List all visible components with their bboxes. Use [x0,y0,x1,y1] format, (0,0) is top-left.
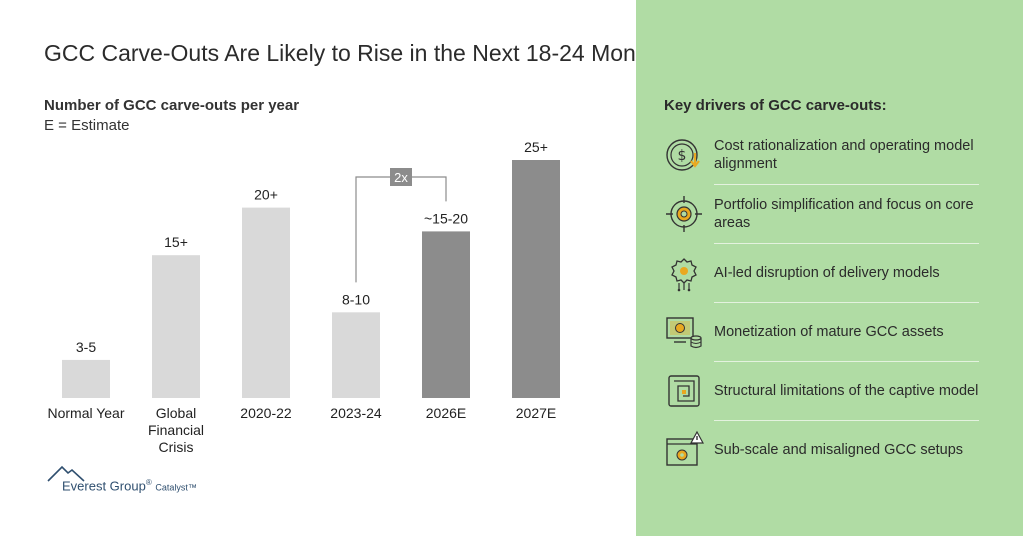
key-drivers-panel: Key drivers of GCC carve-outs: $ Cost ra… [636,0,1023,536]
driver-item: Sub-scale and misaligned GCC setups [664,421,982,479]
bar-value-label: 25+ [524,139,548,155]
growth-badge [390,168,412,186]
driver-item: Portfolio simplification and focus on co… [664,185,982,243]
category-label: Global Financial Crisis [148,405,204,455]
bar [242,207,290,398]
drivers-title: Key drivers of GCC carve-outs: [664,97,887,114]
logo-text: Everest Group® Catalyst™ [62,478,197,493]
driver-item: Monetization of mature GCC assets [664,303,982,361]
bar-value-label: 15+ [164,234,188,250]
bar-value-label: 3-5 [76,339,96,355]
bar [332,312,380,398]
maze-icon [668,375,700,407]
category-label: 2026E [426,405,466,421]
everest-group-logo: Everest Group® Catalyst™ [46,463,246,493]
bar-chart: 3-5 Normal Year 15+ Global Financial Crisis 20… [47,139,560,455]
bar [422,231,470,398]
bar-value-label: ~15-20 [424,210,468,226]
bar-value-label: 20+ [254,187,278,203]
svg-text:$: $ [678,148,687,164]
dollar-coin-down-arrow-icon: $ [666,139,700,171]
driver-label: Sub-scale and misaligned GCC setups [714,442,964,458]
browser-warning-gear-icon [666,430,704,466]
driver-label: Portfolio simplification and focus on co… [714,197,974,231]
monitor-coins-icon [666,317,702,349]
driver-item: AI-led disruption of delivery models [664,244,982,302]
category-label: 2020-22 [240,405,292,421]
driver-label: AI-led disruption of delivery models [714,265,940,281]
driver-divider [714,361,979,362]
target-crosshair-icon [666,196,702,232]
mountain-logo-icon [47,465,85,482]
driver-label: Cost rationalization and operating model… [714,138,974,172]
category-label: Normal Year [47,405,124,421]
ai-gear-circuit-icon [671,258,697,292]
growth-label: 2x [394,170,408,185]
page-title: GCC Carve-Outs Are Likely to Rise in the… [44,40,667,66]
bar [152,255,200,398]
category-label: 2027E [516,405,556,421]
category-label: 2023-24 [330,405,382,421]
logo-name: Everest Group [62,478,146,494]
logo-suffix: Catalyst™ [155,482,197,493]
bar [512,160,560,398]
bar-value-label: 8-10 [342,291,370,307]
driver-divider [714,302,979,303]
driver-item: Structural limitations of the captive mo… [664,362,982,420]
logo-registered-mark: ® [145,478,152,487]
driver-divider [714,243,979,244]
bar [62,359,110,398]
driver-label: Structural limitations of the captive mo… [714,383,979,399]
estimate-note: E = Estimate [44,117,130,134]
chart-subtitle: Number of GCC carve-outs per year [44,97,300,114]
driver-divider [714,420,979,421]
driver-item: $ Cost rationalization and operating mod… [664,126,982,184]
driver-divider [714,184,979,185]
driver-label: Monetization of mature GCC assets [714,324,944,340]
